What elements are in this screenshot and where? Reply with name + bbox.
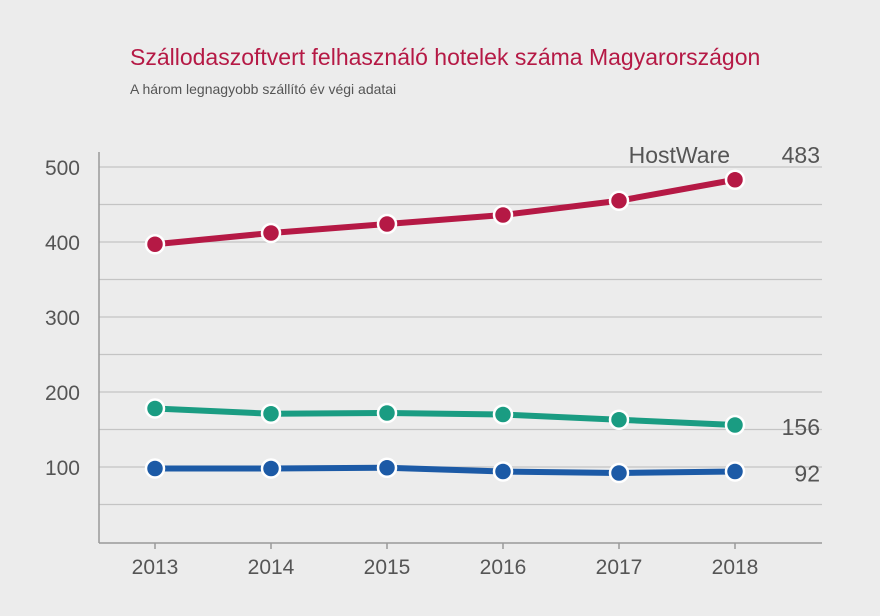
- data-point: [260, 458, 282, 479]
- end-value-label: 156: [782, 414, 820, 440]
- x-tick-label: 2016: [480, 556, 527, 579]
- series-line: [152, 405, 738, 428]
- chart-subtitle: A három legnagyobb szállító év végi adat…: [130, 81, 397, 97]
- data-point: [724, 414, 746, 436]
- data-point: [144, 458, 166, 479]
- end-value-label: 483: [782, 142, 820, 168]
- x-tick-label: 2013: [132, 556, 179, 579]
- y-tick-label: 300: [45, 307, 80, 330]
- data-point: [724, 461, 746, 482]
- y-tick-label: 400: [45, 232, 80, 255]
- data-point: [608, 409, 630, 430]
- series-line: [152, 464, 738, 476]
- data-point: [608, 190, 630, 211]
- chart-title: Szállodaszoftvert felhasználó hotelek sz…: [130, 44, 761, 70]
- data-point: [608, 462, 630, 484]
- x-tick-label: 2015: [364, 556, 411, 579]
- data-point: [260, 403, 282, 424]
- end-value-label: 92: [794, 461, 820, 487]
- y-tick-label: 500: [45, 157, 80, 180]
- series-name-label: HostWare: [629, 142, 730, 168]
- data-point: [492, 204, 514, 226]
- data-point: [724, 169, 746, 190]
- y-tick-label: 100: [45, 457, 80, 480]
- x-tick-label: 2018: [712, 556, 759, 579]
- data-point: [144, 398, 166, 419]
- data-point: [492, 461, 514, 482]
- series-line: [152, 176, 738, 248]
- data-point: [376, 213, 398, 235]
- data-point: [260, 222, 282, 244]
- data-point: [376, 457, 398, 478]
- data-point: [492, 404, 514, 425]
- data-point: [144, 234, 166, 255]
- y-tick-label: 200: [45, 382, 80, 405]
- x-tick-label: 2017: [596, 556, 643, 579]
- data-point: [376, 402, 398, 424]
- x-tick-label: 2014: [248, 556, 295, 579]
